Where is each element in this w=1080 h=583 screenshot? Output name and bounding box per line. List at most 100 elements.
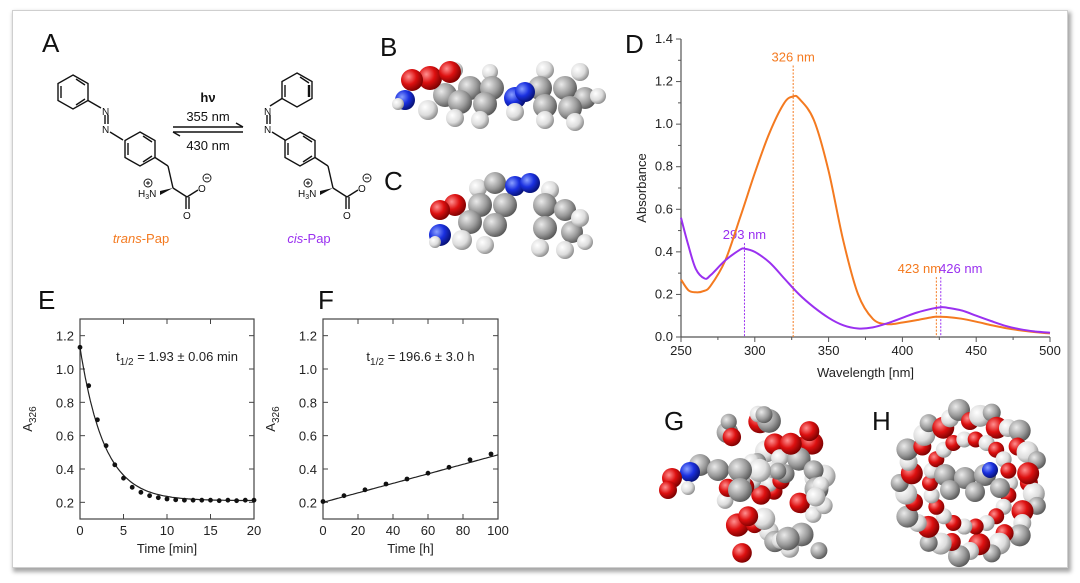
carbon-atom	[553, 76, 577, 100]
carbon-atom	[533, 216, 557, 240]
y-axis-label-main: A	[20, 423, 35, 432]
carbon-atom	[896, 505, 919, 528]
hydrogen-atom	[577, 234, 593, 250]
data-point	[488, 451, 494, 457]
x-tick-label: 500	[1039, 343, 1061, 358]
data-point	[155, 495, 161, 501]
half-life-symbol: t	[366, 349, 370, 364]
x-tick-label: 100	[487, 523, 509, 538]
y-tick-label: 0.4	[655, 244, 673, 259]
data-point	[164, 496, 170, 502]
y-axis-label: A326	[263, 406, 282, 432]
carbon-atom	[769, 462, 787, 480]
carbon-atom	[1008, 524, 1031, 547]
hydrogen-atom	[771, 449, 789, 467]
panel-label-f: F	[318, 285, 334, 315]
x-tick-label: 15	[203, 523, 217, 538]
oxygen-atom	[751, 485, 771, 505]
forward-wavelength: 355 nm	[186, 109, 229, 124]
carbon-atom	[448, 90, 472, 114]
hydrogen-atom	[681, 481, 695, 495]
data-point	[182, 497, 187, 503]
y-axis-label: A326	[20, 406, 39, 432]
charge-icons	[143, 173, 372, 188]
hydrogen-atom	[392, 98, 404, 110]
atom-o: O	[343, 211, 351, 222]
data-point	[234, 498, 240, 504]
half-life-symbol: t	[116, 349, 120, 364]
nitrogen-atom	[680, 462, 700, 482]
oxygen-atom	[789, 492, 810, 514]
x-tick-label: 10	[160, 523, 174, 538]
amine-group: H3N	[138, 189, 156, 201]
y-tick-label: 0.8	[655, 159, 673, 174]
spectrum-line-cis-Pap	[680, 217, 1051, 334]
hydrogen-atom	[571, 63, 589, 81]
y-tick-label: 0.6	[299, 429, 317, 444]
peak-label: 326 nm	[771, 50, 814, 65]
hydrogen-atom	[923, 487, 940, 504]
trans-pap-space-filling-model	[392, 61, 606, 131]
atom-o: O	[358, 184, 366, 195]
atom-n: N	[102, 125, 109, 136]
carbon-atom	[965, 482, 985, 502]
cyclodextrin-complex-side-model	[659, 405, 836, 563]
fit-curve	[322, 454, 499, 503]
carbon-atom	[707, 459, 729, 481]
x-tick-label: 5	[120, 523, 127, 538]
hydrogen-atom	[536, 111, 554, 129]
x-tick-label: 40	[386, 523, 400, 538]
half-life-value: = 1.93 ± 0.06 min	[134, 349, 238, 364]
x-tick-label: 400	[892, 343, 914, 358]
y-axis-label-sub: 326	[28, 406, 39, 423]
panel-label-e: E	[38, 285, 56, 315]
data-point	[77, 344, 83, 350]
nitrogen-atom	[505, 176, 525, 196]
data-point	[112, 462, 118, 468]
fit-curve	[79, 347, 255, 502]
hydrogen-atom	[446, 109, 464, 127]
half-life-subscript: 1/2	[120, 357, 134, 368]
data-point	[404, 476, 410, 482]
data-point	[341, 493, 347, 499]
hydrogen-atom	[753, 507, 776, 530]
oxygen-atom	[1000, 462, 1017, 479]
x-tick-label: 20	[351, 523, 365, 538]
panel-label-h: H	[872, 406, 891, 436]
atom-n: N	[264, 125, 271, 136]
carbon-atom	[803, 460, 824, 481]
panel-label-b: B	[380, 32, 398, 62]
carbon-atom	[940, 480, 960, 500]
atom-n: N	[264, 107, 271, 118]
x-tick-label: 0	[76, 523, 83, 538]
oxygen-atom	[732, 543, 752, 563]
data-point	[320, 499, 326, 504]
data-point	[138, 489, 144, 495]
carbon-atom	[896, 438, 919, 461]
y-tick-label: 0.0	[655, 329, 673, 344]
hydrogen-atom	[469, 179, 487, 197]
oxygen-atom	[439, 61, 461, 83]
panel-label-d: D	[625, 29, 644, 59]
phenylene-ring	[124, 131, 156, 167]
hydrogen-atom	[476, 236, 494, 254]
hydrogen-atom	[566, 113, 584, 131]
carbon-atom	[554, 199, 576, 221]
data-point	[383, 481, 389, 487]
x-tick-label: 20	[247, 523, 261, 538]
trans-pap-label: trans-Pap	[113, 231, 169, 246]
y-tick-label: 1.0	[56, 362, 74, 377]
y-tick-label: 0.4	[299, 462, 317, 477]
y-axis-label-main: A	[263, 423, 278, 432]
hydrogen-atom	[536, 61, 554, 79]
half-life-value: = 196.6 ± 3.0 h	[384, 349, 475, 364]
carbon-atom	[755, 406, 773, 424]
hydrogen-atom	[429, 236, 441, 248]
y-tick-label: 1.0	[299, 362, 317, 377]
x-tick-label: 250	[670, 343, 692, 358]
peak-label: 426 nm	[939, 261, 982, 276]
nitrogen-atom	[520, 173, 540, 193]
carbon-atom	[484, 172, 506, 194]
data-point	[147, 493, 153, 499]
